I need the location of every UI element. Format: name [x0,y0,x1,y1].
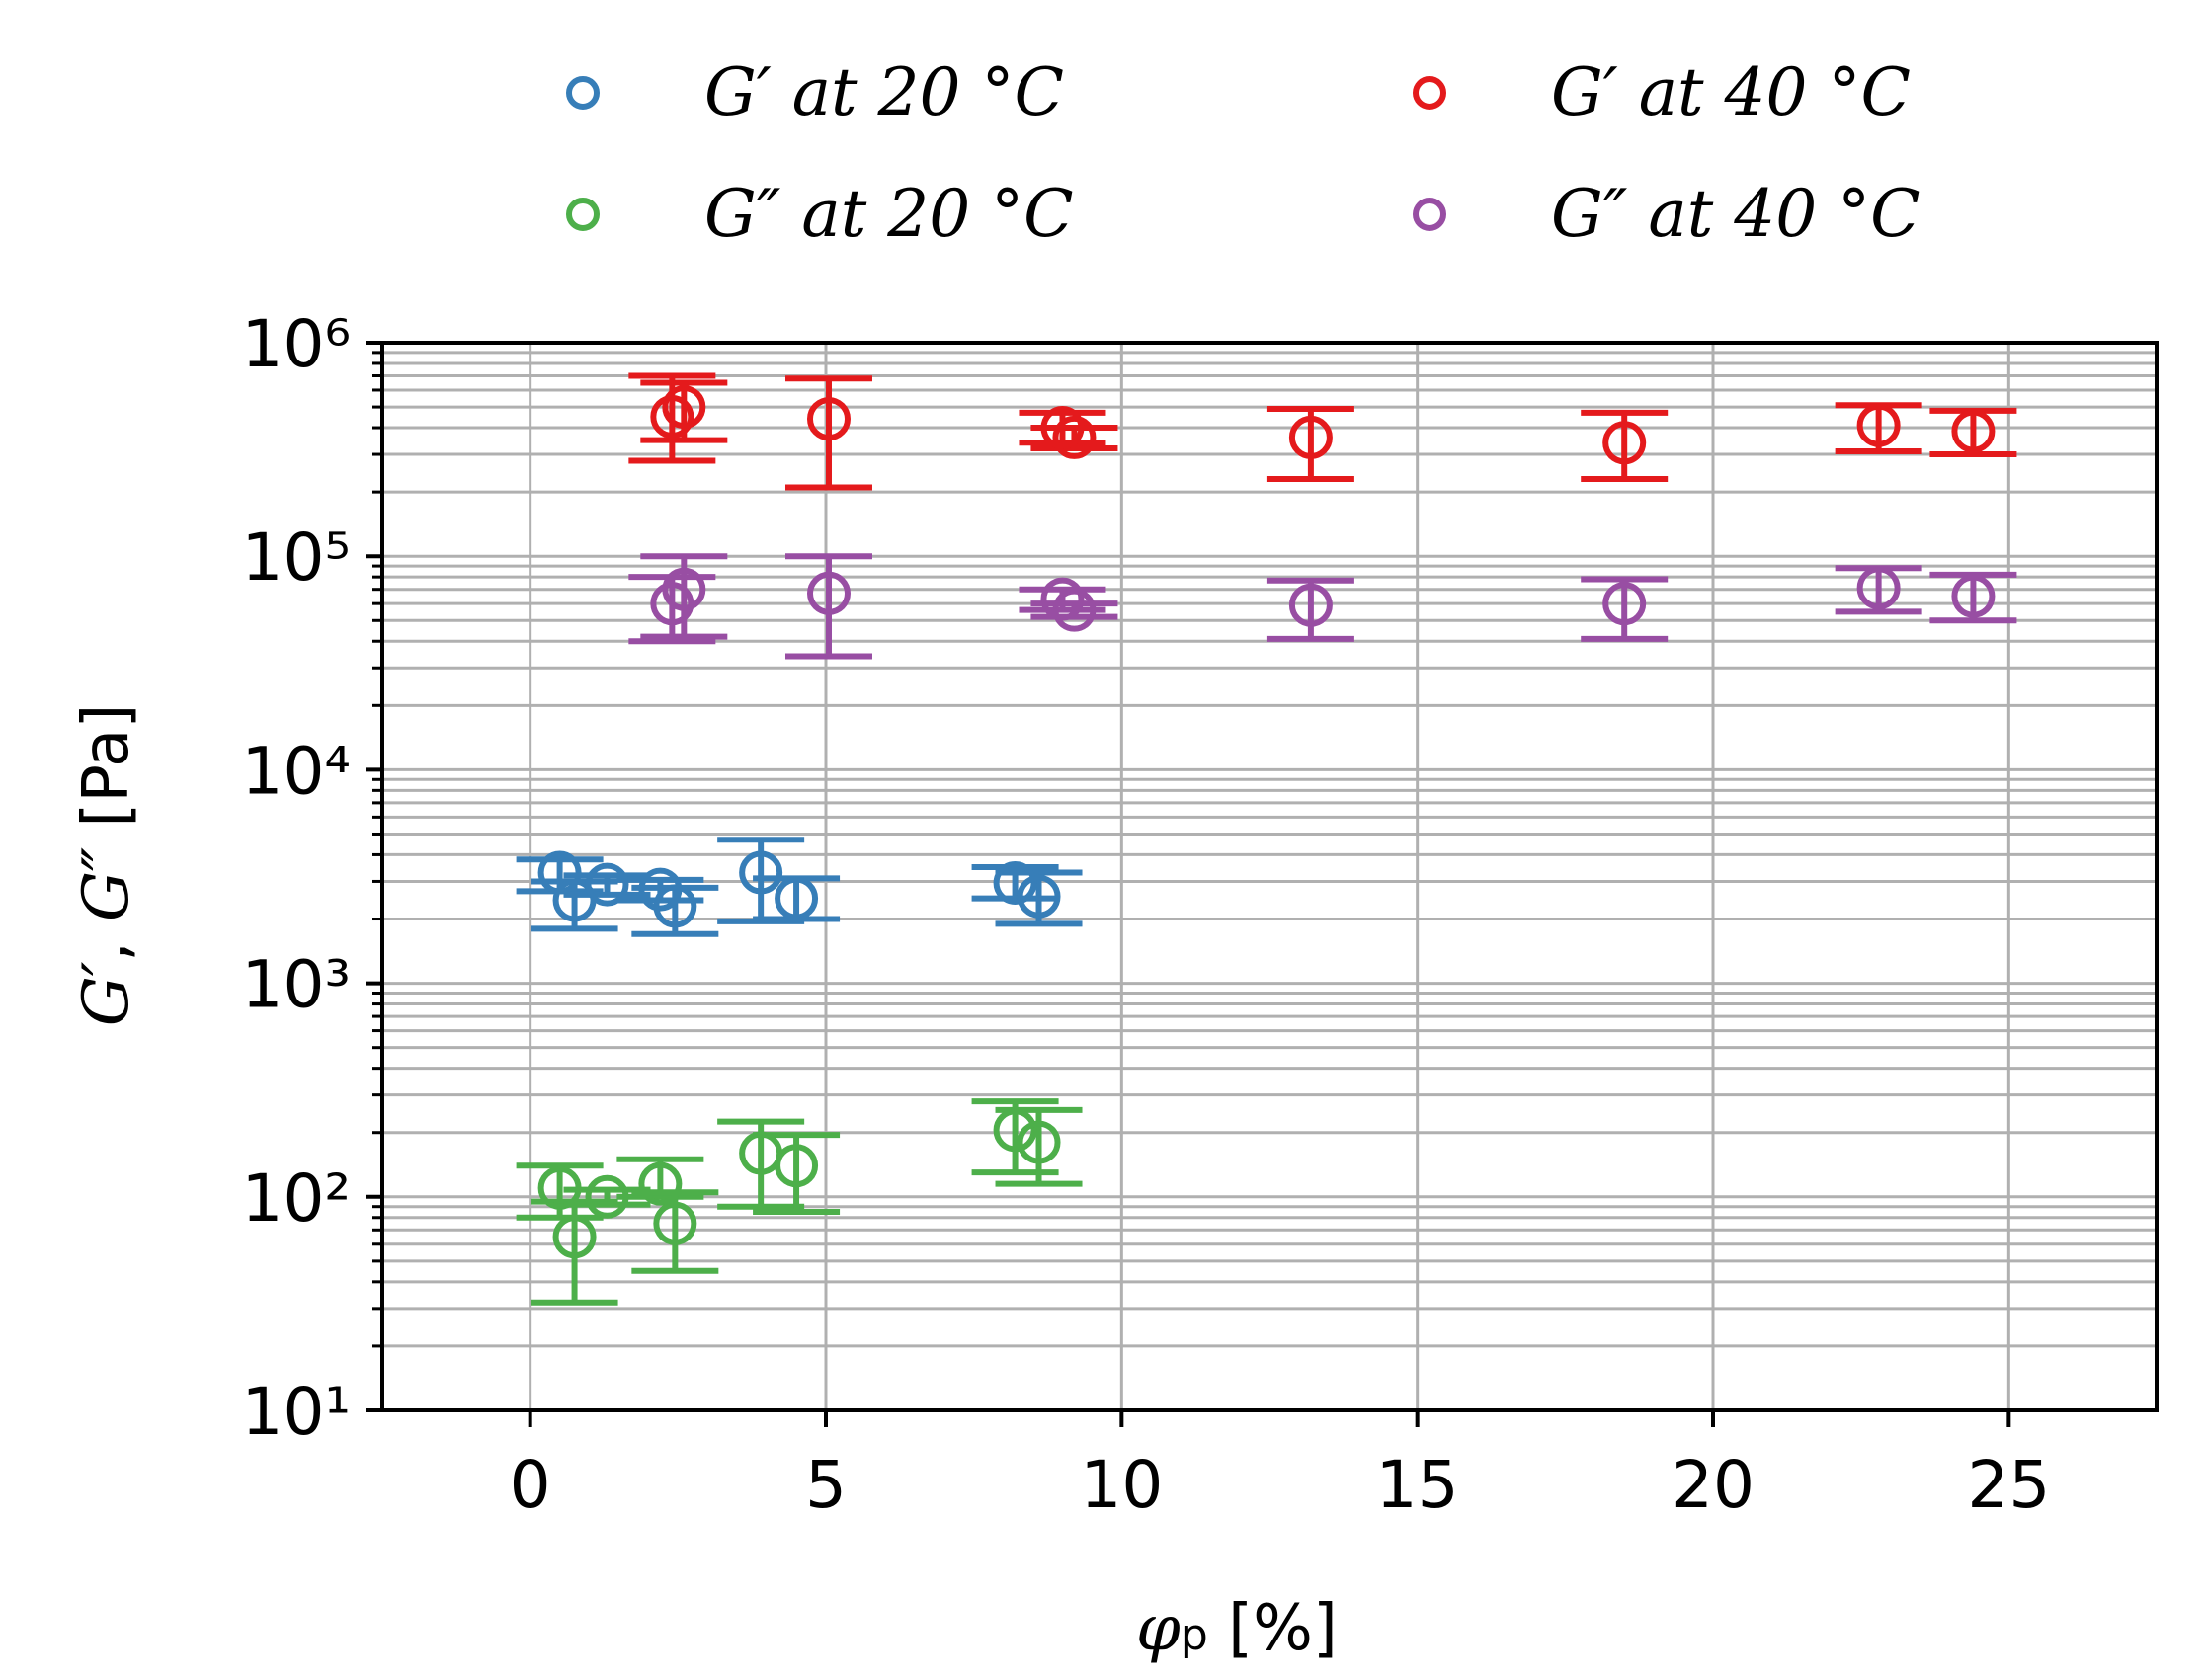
legend-label: G″ at 20 °C [704,176,1074,252]
y-tick-label: 10⁵ [242,520,351,596]
data-point [993,1108,1037,1153]
data-point [653,1201,697,1245]
data-point [662,385,706,430]
y-tick-label: 10¹ [242,1374,351,1450]
x-tick-label: 0 [510,1447,551,1523]
legend-marker [1413,75,1446,110]
data-point [638,1161,683,1206]
y-tick-label: 10⁶ [242,306,351,382]
data-markers [537,385,1996,1259]
tick-labels: 0 5 10 15 20 25 10¹ 10² 10³ 10⁴ 10⁵ 10⁶ [242,306,2051,1523]
legend-marker [1413,197,1446,231]
legend-marker [566,75,600,110]
data-point [1602,421,1647,465]
data-point [585,862,629,907]
y-tick-label: 10³ [242,947,351,1023]
x-tick-label: 25 [1967,1447,2050,1523]
legend-label: G′ at 40 °C [1551,54,1911,130]
data-point [775,1144,819,1188]
legend-item: G′ at 40 °C [1413,54,1911,130]
legend-item: G″ at 20 °C [566,176,1074,252]
data-point [1017,874,1061,919]
axis-ticks [366,341,2011,1427]
legend-label: G″ at 40 °C [1551,176,1920,252]
data-point [993,861,1037,906]
data-point [775,876,819,920]
data-point [1052,415,1097,459]
data-point [650,394,694,439]
x-tick-label: 20 [1672,1447,1755,1523]
plot-frame [380,341,2159,1412]
data-point [1040,406,1085,450]
data-point [653,884,697,928]
y-tick-label: 10⁴ [242,733,351,809]
data-point [1856,403,1901,447]
legend-item: G′ at 20 °C [566,54,1064,130]
error-bars [516,372,2017,1306]
legend-marker [566,197,600,231]
data-point [1856,566,1901,610]
x-tick-label: 10 [1080,1447,1163,1523]
data-point [662,567,706,611]
x-tick-label: 5 [805,1447,847,1523]
data-point [537,1165,582,1210]
legend-item: G″ at 40 °C [1413,176,1920,252]
data-point [739,850,783,895]
data-point [1288,583,1333,627]
data-point [806,397,851,441]
x-tick-label: 15 [1376,1447,1459,1523]
data-point [1602,582,1647,626]
x-axis-label: φp [%] [1136,1592,1338,1665]
data-point [585,1174,629,1219]
data-point [1052,588,1097,632]
data-point [1951,409,1996,453]
legend-label: G′ at 20 °C [704,54,1064,130]
y-axis-label: G′, G″ [Pa] [70,703,143,1027]
data-point [806,571,851,615]
y-tick-label: 10² [242,1160,351,1237]
data-point [1951,574,1996,618]
data-point [1288,415,1333,459]
data-point [1017,1120,1061,1164]
data-point [1040,577,1085,621]
data-point [552,1215,597,1259]
